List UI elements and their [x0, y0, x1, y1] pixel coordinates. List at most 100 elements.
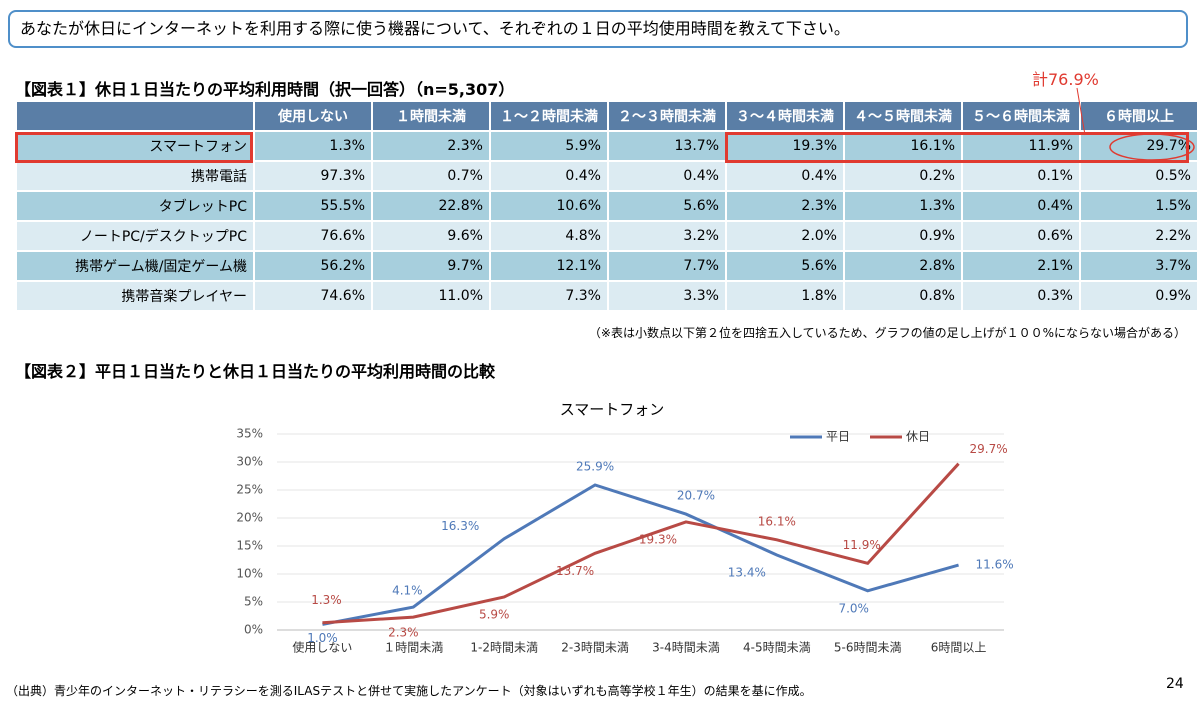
- data-label: 11.6%: [976, 558, 1014, 572]
- table-cell: 0.2%: [843, 160, 963, 192]
- chart: スマートフォン 0% 5% 10% 15% 20% 25% 30% 35% 使用しない １時間未満…: [236, 401, 1014, 655]
- data-label: 4.1%: [392, 584, 423, 598]
- data-label: 13.7%: [556, 564, 594, 578]
- table-cell: 1.3%: [843, 190, 963, 222]
- highlight-box: [725, 132, 1189, 163]
- y-tick-label: 15%: [236, 539, 263, 553]
- table-cell: 0.1%: [961, 160, 1081, 192]
- y-tick-label: 5%: [244, 595, 263, 609]
- y-tick-label: 25%: [236, 483, 263, 497]
- row-label: タブレットPC: [15, 190, 255, 222]
- x-tick-label: 使用しない: [292, 640, 352, 655]
- data-label: 2.3%: [388, 626, 419, 640]
- table: 使用しない １時間未満 １～２時間未満 ２～３時間未満 ３～４時間未満 ４～５時間未満 ５～…: [15, 100, 1199, 312]
- table-row: 携帯音楽プレイヤー 74.6% 11.0% 7.3% 3.3% 1.8% 0.8% 0.3% 0…: [15, 280, 1199, 312]
- table-cell: 5.9%: [489, 130, 609, 162]
- table-cell: 0.8%: [843, 280, 963, 312]
- chart-title: スマートフォン: [560, 401, 665, 419]
- highlight-box: [15, 132, 253, 163]
- table-cell: 2.0%: [725, 220, 845, 252]
- data-label: 7.0%: [838, 601, 869, 615]
- x-tick-label: 1-2時間未満: [470, 641, 538, 655]
- page-number: 24: [1166, 676, 1184, 692]
- table-cell: 11.9%: [961, 130, 1081, 162]
- x-tick-label: 3-4時間未満: [652, 641, 720, 655]
- y-tick-label: 10%: [236, 567, 263, 581]
- table-row: 携帯電話 97.3% 0.7% 0.4% 0.4% 0.4% 0.2% 0.1% 0.5%: [15, 160, 1199, 192]
- legend-label: 平日: [826, 430, 850, 444]
- row-label: 携帯ゲーム機/固定ゲーム機: [15, 250, 255, 282]
- data-label: 19.3%: [639, 532, 677, 546]
- table-cell: 0.4%: [489, 160, 609, 192]
- table-cell: 0.6%: [961, 220, 1081, 252]
- x-tick-label: 6時間以上: [931, 641, 987, 655]
- table-cell: 5.6%: [725, 250, 845, 282]
- table-cell: 3.3%: [607, 280, 727, 312]
- table-note: （※表は小数点以下第２位を四捨五入しているため、グラフの値の足し上げが１００%に…: [588, 326, 1186, 340]
- table-cell: 0.4%: [607, 160, 727, 192]
- column-header: １時間未満: [371, 100, 491, 132]
- y-tick-label: 35%: [236, 427, 263, 441]
- column-header: ２～３時間未満: [607, 100, 727, 132]
- table-row: タブレットPC 55.5% 22.8% 10.6% 5.6% 2.3% 1.3% 0.4% 1.…: [15, 190, 1199, 222]
- table-cell: 9.6%: [371, 220, 491, 252]
- table-cell: 22.8%: [371, 190, 491, 222]
- table-row: ノートPC/デスクトップPC 76.6% 9.6% 4.8% 3.2% 2.0% 0.9% 0…: [15, 220, 1199, 252]
- line-series: [322, 462, 960, 625]
- table-cell: 9.7%: [371, 250, 491, 282]
- data-label: 20.7%: [677, 489, 715, 503]
- table-cell: 7.3%: [489, 280, 609, 312]
- x-tick-label: １時間未満: [383, 641, 443, 655]
- row-label: ノートPC/デスクトップPC: [15, 220, 255, 252]
- table-cell: 2.3%: [725, 190, 845, 222]
- data-label: 13.4%: [728, 565, 766, 579]
- table-cell: 1.8%: [725, 280, 845, 312]
- column-header: ３～４時間未満: [725, 100, 845, 132]
- row-label: スマートフォン: [15, 130, 255, 162]
- table-cell: 3.2%: [607, 220, 727, 252]
- header-corner: [15, 100, 255, 132]
- data-label: 25.9%: [576, 459, 614, 473]
- source: （出典）青少年のインターネット・リテラシーを測るILASテストと併せて実施したア…: [6, 684, 812, 698]
- column-header: １～２時間未満: [489, 100, 609, 132]
- annotation: 計76.9%: [1032, 70, 1099, 89]
- table-cell: 0.9%: [1079, 280, 1199, 312]
- table-cell: 0.9%: [843, 220, 963, 252]
- data-label: 11.9%: [843, 538, 881, 552]
- legend-label: 休日: [906, 430, 930, 444]
- table-cell: 2.2%: [1079, 220, 1199, 252]
- table-cell: 5.6%: [607, 190, 727, 222]
- table-cell: 2.3%: [371, 130, 491, 162]
- data-label: 16.3%: [441, 519, 479, 533]
- table-cell: 1.5%: [1079, 190, 1199, 222]
- line-series: [322, 483, 959, 626]
- table-cell: 2.8%: [843, 250, 963, 282]
- table-cell: 76.6%: [253, 220, 373, 252]
- column-header: ６時間以上: [1079, 100, 1199, 132]
- table-cell: 11.0%: [371, 280, 491, 312]
- question: あなたが休日にインターネットを利用する際に使う機器について、それぞれの１日の平均…: [8, 10, 1188, 48]
- table-cell: 0.3%: [961, 280, 1081, 312]
- column-header: 使用しない: [253, 100, 373, 132]
- table-cell: 0.4%: [961, 190, 1081, 222]
- table-cell: 19.3%: [725, 130, 845, 162]
- table-cell: 4.8%: [489, 220, 609, 252]
- table-cell: 0.5%: [1079, 160, 1199, 192]
- table-cell: 1.3%: [253, 130, 373, 162]
- y-tick-label: 0%: [244, 623, 263, 637]
- annotation-line: [1076, 87, 1086, 136]
- table-cell: 12.1%: [489, 250, 609, 282]
- row-label: 携帯音楽プレイヤー: [15, 280, 255, 312]
- data-label: 5.9%: [479, 607, 510, 621]
- table-cell: 3.7%: [1079, 250, 1199, 282]
- table-cell: 55.5%: [253, 190, 373, 222]
- y-tick-label: 30%: [236, 455, 263, 469]
- table-cell: 74.6%: [253, 280, 373, 312]
- table-cell: 0.7%: [371, 160, 491, 192]
- table-row: 携帯ゲーム機/固定ゲーム機 56.2% 9.7% 12.1% 7.7% 5.6% 2.8% 2…: [15, 250, 1199, 282]
- table-cell: 10.6%: [489, 190, 609, 222]
- annotation-ellipse: [1109, 133, 1195, 161]
- annotation-layer: [1076, 87, 1195, 161]
- table-cell: 7.7%: [607, 250, 727, 282]
